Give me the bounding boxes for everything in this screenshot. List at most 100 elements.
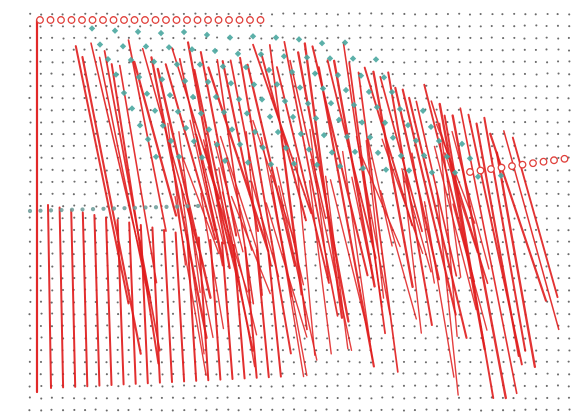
dot-grid	[348, 289, 351, 292]
dot-grid	[534, 360, 538, 363]
dot-grid	[260, 61, 263, 64]
dot-grid	[171, 109, 174, 112]
dot-grid	[259, 408, 263, 411]
dot-grid	[546, 144, 549, 147]
red-line-trace	[58, 206, 65, 389]
dot-grid	[359, 324, 362, 327]
dot-grid	[138, 12, 141, 16]
dot-grid	[271, 217, 274, 220]
dot-grid	[534, 120, 538, 123]
teal-diamond-marker	[295, 36, 303, 43]
dot-grid	[447, 48, 450, 51]
teal-diamond-marker	[104, 56, 112, 63]
dot-grid	[490, 277, 493, 280]
dot-grid	[523, 216, 526, 219]
teal-diamond-marker	[405, 167, 413, 174]
dot-grid	[381, 372, 384, 375]
teal-diamond-marker	[152, 153, 160, 161]
red-line-trace	[411, 152, 436, 284]
dot-grid	[568, 337, 571, 340]
dot-grid	[403, 61, 406, 64]
dot-grid	[480, 109, 483, 112]
red-line-trace	[81, 55, 142, 355]
dot-grid	[62, 240, 65, 243]
dot-grid	[424, 36, 427, 39]
dot-grid	[535, 24, 538, 27]
dot-grid	[105, 336, 108, 339]
dot-grid	[337, 253, 340, 256]
dot-grid	[61, 169, 64, 172]
dot-grid	[292, 384, 295, 387]
dot-grid	[535, 85, 538, 88]
dot-grid	[501, 97, 504, 100]
dot-grid	[501, 349, 504, 352]
teal-diamond-marker	[290, 160, 298, 167]
dot-grid	[347, 385, 350, 388]
teal-diamond-marker	[213, 141, 221, 148]
dot-grid	[138, 37, 141, 40]
dot-grid	[51, 180, 54, 183]
dot-grid	[150, 12, 153, 15]
dot-grid	[160, 24, 163, 28]
red-line-trace	[452, 203, 488, 331]
teal-diamond-marker	[427, 123, 435, 131]
dot-grid	[40, 181, 43, 184]
teal-diamond-marker	[157, 29, 165, 37]
dot-grid	[326, 168, 329, 171]
red-circle-marker	[204, 16, 212, 24]
dot-grid	[446, 72, 449, 75]
dot-grid	[193, 204, 196, 207]
teal-diamond-marker	[343, 133, 351, 140]
red-circle-marker	[466, 168, 474, 176]
dot-grid	[535, 385, 538, 388]
dot-grid	[347, 397, 350, 400]
dot-grid	[183, 300, 186, 303]
dot-grid	[205, 325, 208, 328]
dot-grid	[314, 217, 318, 220]
dot-grid	[512, 60, 515, 63]
dot-grid	[226, 108, 229, 111]
dot-grid	[490, 84, 493, 87]
dot-grid	[105, 409, 108, 412]
dot-grid	[40, 384, 43, 388]
dot-grid	[534, 253, 537, 256]
dot-grid	[139, 265, 142, 268]
dot-grid	[260, 12, 263, 15]
dot-grid	[392, 24, 395, 27]
dot-grid	[105, 72, 108, 75]
dot-grid	[479, 121, 482, 124]
dot-grid	[259, 312, 262, 315]
dot-grid	[62, 49, 65, 52]
dot-grid	[568, 84, 571, 87]
dot-grid	[468, 289, 471, 292]
dot-grid	[534, 13, 537, 16]
dot-grid	[29, 108, 32, 111]
dot-grid	[194, 12, 197, 15]
dot-grid	[468, 408, 471, 411]
dot-grid	[315, 337, 318, 340]
dot-grid	[457, 336, 460, 339]
teal-diamond-marker	[297, 130, 305, 138]
dot-grid	[457, 96, 460, 99]
dot-grid	[73, 276, 76, 280]
dot-grid	[435, 348, 438, 351]
dot-grid	[501, 157, 504, 160]
dot-grid	[458, 36, 461, 39]
dot-grid	[72, 193, 75, 196]
red-circle-marker	[508, 162, 516, 171]
teal-diamond-marker	[497, 172, 505, 179]
dot-grid	[39, 108, 42, 111]
dot-grid	[149, 181, 152, 184]
dot-grid	[359, 313, 362, 316]
dot-grid	[348, 168, 351, 171]
teal-diamond-marker	[372, 56, 380, 63]
red-line-trace	[495, 151, 537, 369]
dot-grid	[205, 96, 208, 99]
dot-grid	[51, 168, 54, 171]
dot-grid	[61, 396, 64, 399]
dot-grid	[523, 109, 526, 112]
teal-diamond-marker	[419, 107, 427, 114]
dot-grid	[380, 48, 383, 51]
dot-grid	[39, 277, 42, 280]
dot-grid	[29, 337, 32, 340]
